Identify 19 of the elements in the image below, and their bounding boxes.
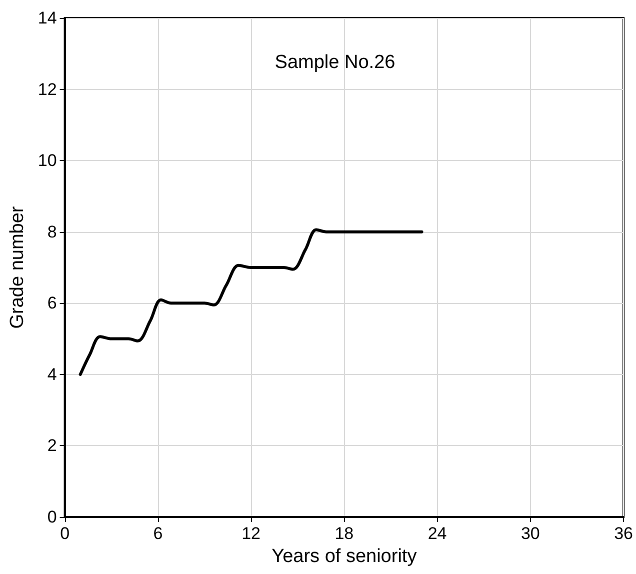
- x-tick-label: 0: [60, 524, 70, 543]
- y-tick-label: 14: [38, 8, 57, 28]
- y-tick-label: 0: [47, 508, 57, 526]
- y-tick-label: 6: [47, 294, 57, 313]
- x-tick-label: 30: [520, 524, 540, 543]
- x-tick-label: 12: [242, 524, 261, 543]
- y-tick-label: 10: [38, 151, 57, 170]
- y-tick-label: 12: [38, 80, 57, 99]
- y-tick-label: 4: [47, 364, 57, 384]
- y-axis-title: Grade number: [7, 206, 28, 329]
- x-tick-label: 18: [334, 524, 354, 543]
- x-tick-label: 36: [614, 524, 634, 543]
- text: Sample No.26: [274, 52, 396, 73]
- x-axis-title: Years of seniority: [272, 546, 418, 567]
- x-tick-label: 24: [428, 524, 447, 543]
- y-tick-label: 8: [47, 222, 57, 242]
- y-tick-label: 2: [47, 436, 57, 456]
- line-series: [78, 228, 424, 376]
- x-tick-label: 6: [153, 524, 163, 543]
